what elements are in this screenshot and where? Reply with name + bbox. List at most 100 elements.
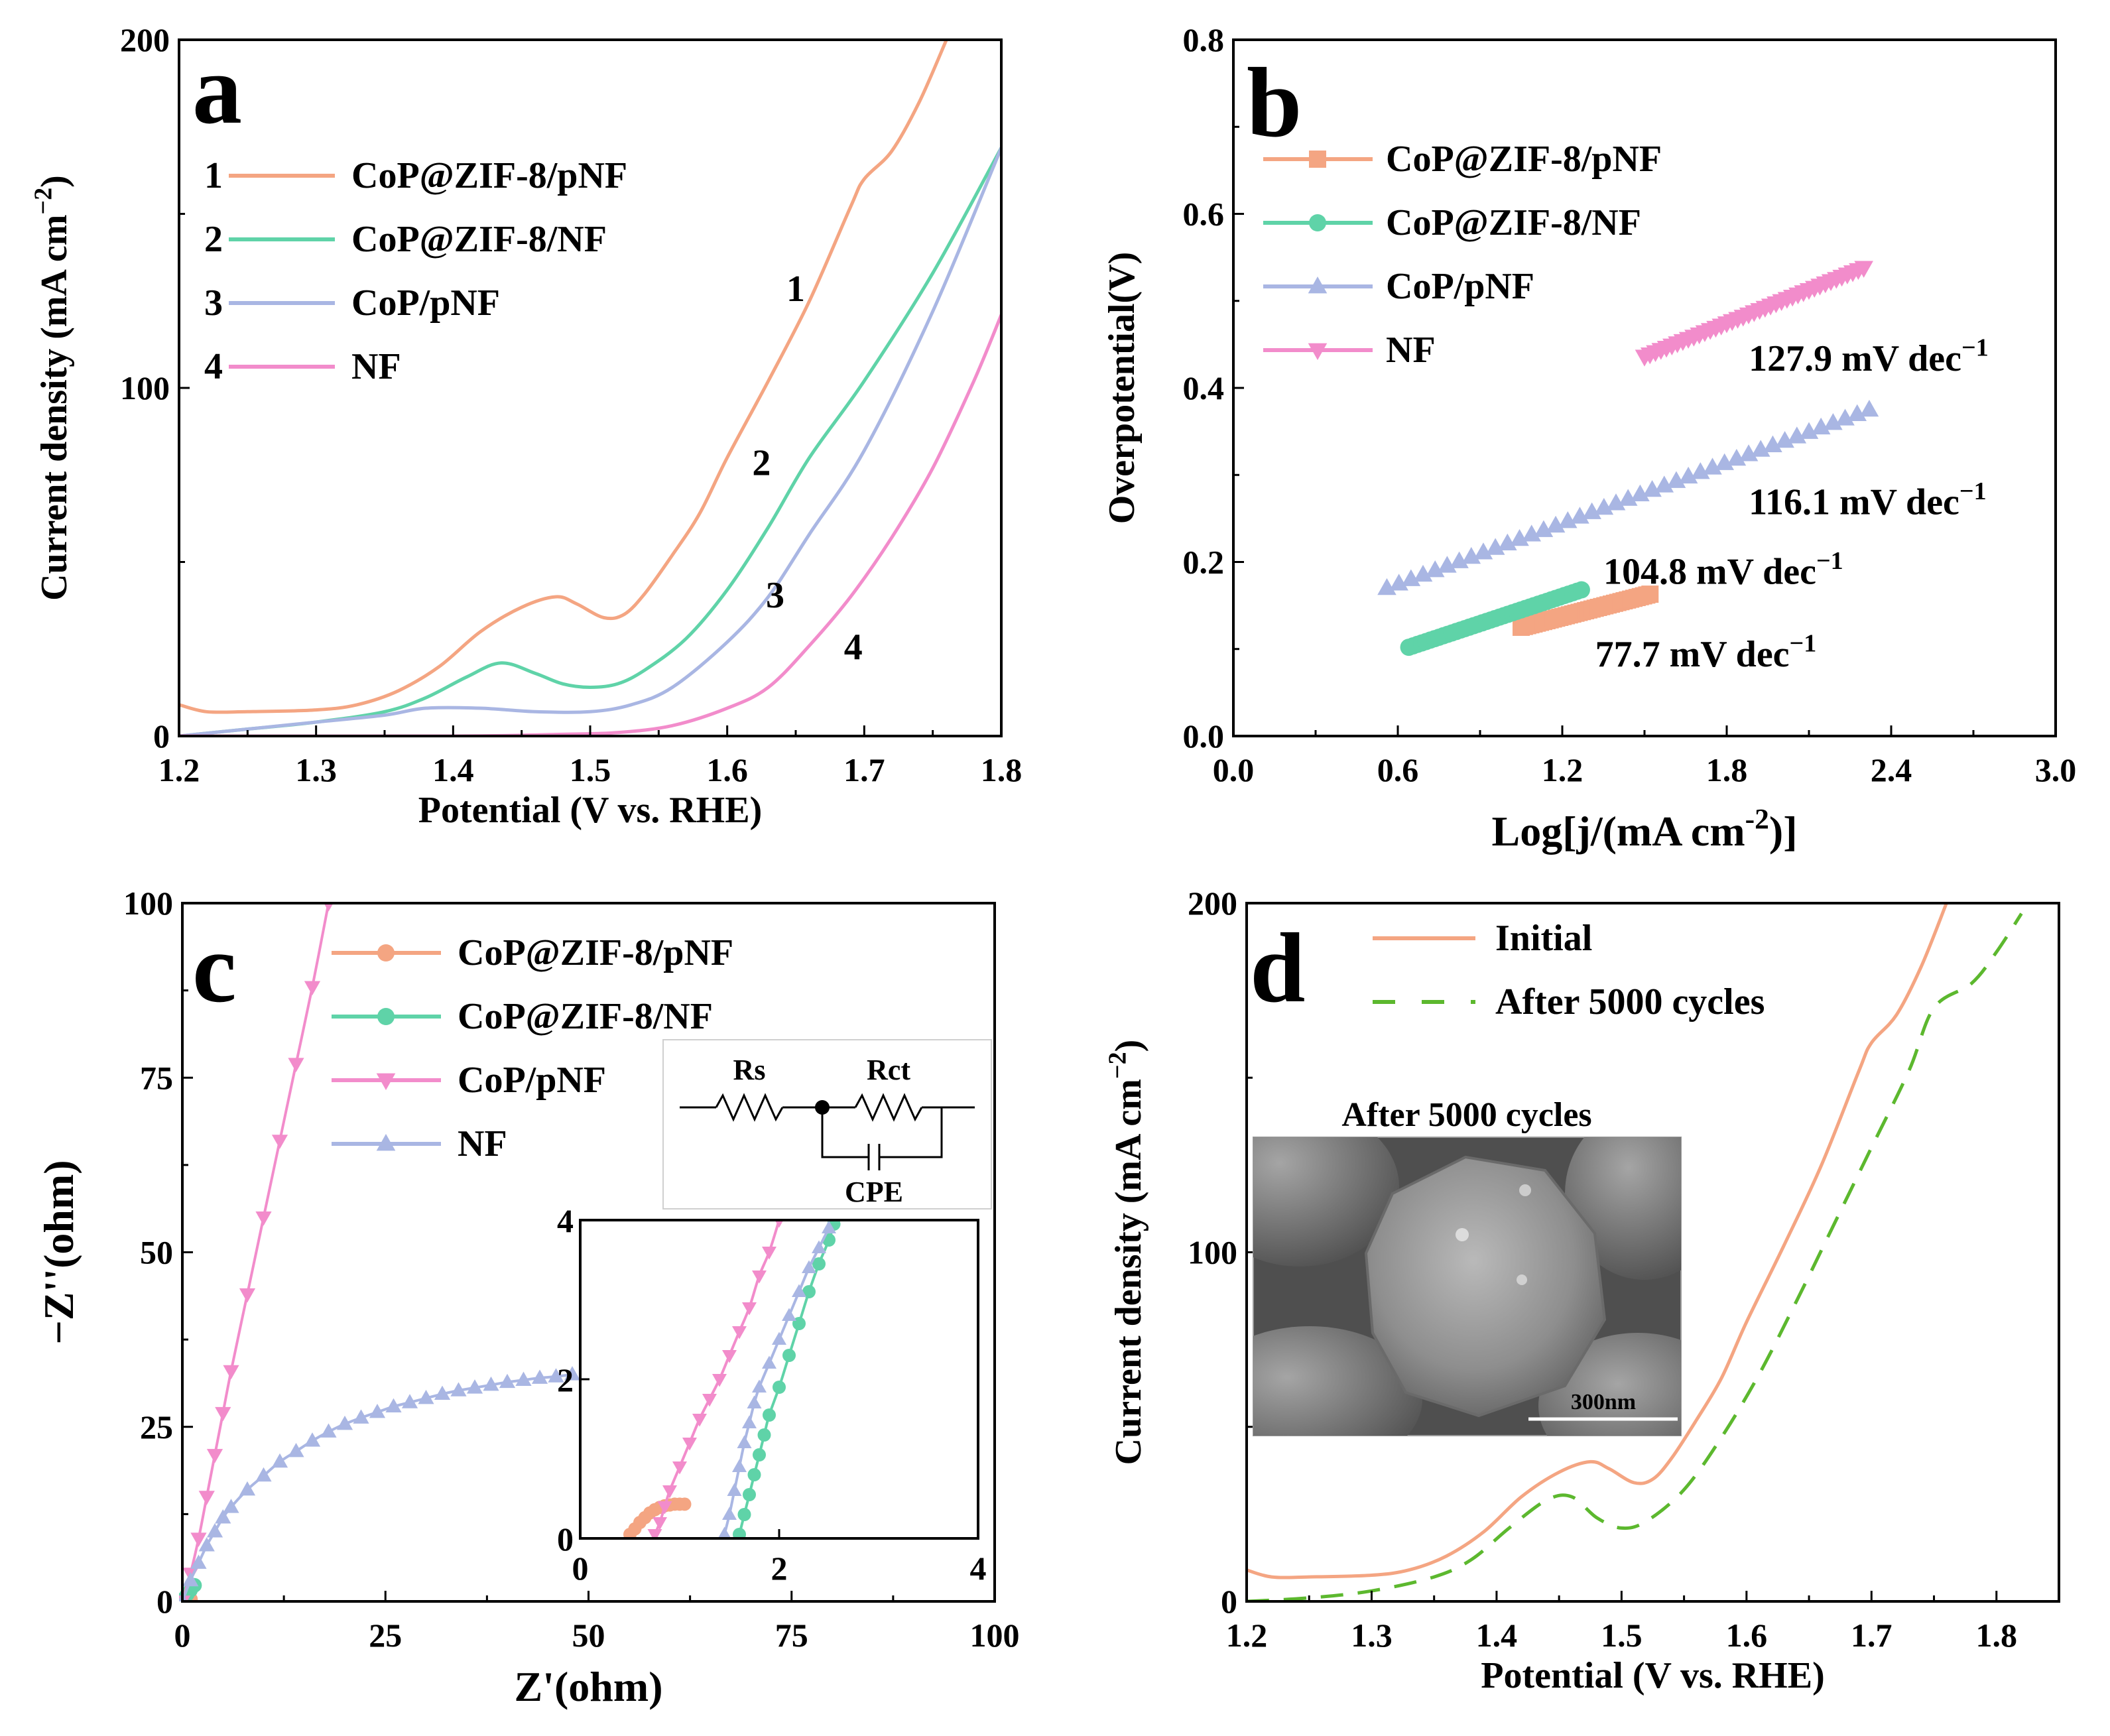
circuit-label-cpe: CPE — [845, 1176, 903, 1208]
panel-c-inset: 0 2 4 0 2 4 — [557, 1202, 987, 1587]
panel-c-point-nf — [223, 1499, 239, 1513]
panel-c-inset-point-cop-zif-8-nf — [812, 1257, 826, 1271]
panel-c-ylabel: −Z''(ohm) — [35, 1160, 82, 1344]
panel-a-legend-label: CoP/pNF — [351, 282, 500, 324]
panel-d-xtick-label: 1.8 — [1976, 1617, 2018, 1654]
panel-b-point-nf — [1854, 261, 1873, 278]
sem-particle — [1519, 1184, 1531, 1196]
panel-b-point-cop-pnf — [1401, 569, 1421, 586]
panel-c-xtick-label: 25 — [369, 1617, 402, 1654]
panel-c-point-cop-pnf — [304, 981, 321, 996]
panel-c-point-cop-pnf — [198, 1491, 215, 1505]
panel-c-series-line-cop-pnf — [181, 902, 330, 1601]
panel-c-xtick-label: 0 — [174, 1617, 191, 1654]
panel-d-ytick-label: 0 — [1221, 1583, 1237, 1620]
panel-c-inset-point-cop-zif-8-nf — [747, 1468, 761, 1481]
panel-b-point-cop-pnf — [1859, 399, 1879, 417]
panel-c-inset-background — [580, 1220, 978, 1538]
panel-b-point-cop-pnf — [1835, 408, 1855, 426]
panel-b-ytick-label: 0.4 — [1183, 369, 1225, 406]
panel-c-inset-point-cop-pnf — [647, 1529, 662, 1538]
panel-c-point-cop-pnf — [239, 1288, 256, 1303]
panel-c-inset-point-nf — [782, 1308, 796, 1321]
sem-scale-bar-label: 300nm — [1571, 1390, 1636, 1414]
sem-main-crystal — [1364, 1155, 1607, 1418]
panel-c-point-cop-pnf — [215, 1406, 231, 1422]
panel-b-slope-annotation: 104.8 mV dec−1 — [1603, 547, 1843, 592]
panel-a-label: a — [192, 34, 242, 145]
panel-c-inset-point-cop-zif-8-nf — [802, 1285, 816, 1298]
panel-c-inset-point-cop-zif-8-pnf — [678, 1497, 692, 1511]
panel-b-point-cop-pnf — [1413, 564, 1433, 582]
panel-b-label: b — [1247, 48, 1302, 158]
panel-b-point-cop-pnf — [1510, 528, 1529, 546]
panel-c-circuit-box — [662, 1039, 992, 1209]
panel-c-inset-point-nf — [737, 1435, 752, 1448]
panel-b-point-cop-pnf — [1643, 479, 1662, 497]
sem-particle — [1517, 1274, 1527, 1285]
panel-c: 0 25 50 75 100 0 25 50 75 100 Z'(ohm) −Z''(ohm) c CoP… — [35, 885, 1020, 1710]
panel-c-inset-point-nf — [812, 1240, 826, 1253]
panel-c-inset-point-cop-zif-8-nf — [782, 1349, 796, 1362]
panel-b-point-cop-pnf — [1618, 489, 1638, 506]
panel-c-inset-point-cop-zif-8-nf — [763, 1408, 776, 1422]
panel-c-point-cop-pnf — [271, 1135, 288, 1149]
panel-c-inset-xtick-label: 4 — [970, 1550, 987, 1587]
panel-b-xtick-label: 1.2 — [1542, 751, 1583, 788]
panel-c-inset-point-cop-pnf — [702, 1394, 717, 1407]
panel-c-inset-point-cop-pnf — [742, 1302, 757, 1316]
panel-b-point-cop-pnf — [1739, 444, 1759, 462]
panel-c-circuit-diagram: Rs Rct CPE — [662, 1039, 992, 1209]
panel-b-point-cop-pnf — [1425, 560, 1445, 578]
panel-b-ytick-label: 0.0 — [1183, 717, 1225, 755]
panel-b-point-cop-pnf — [1582, 502, 1601, 519]
panel-d-xtick-label: 1.3 — [1351, 1617, 1393, 1654]
panel-b-legend-label: CoP@ZIF-8/pNF — [1386, 139, 1662, 180]
panel-b-point-cop-pnf — [1678, 466, 1698, 484]
panel-c-inset-point-nf — [762, 1355, 776, 1369]
panel-c-inset-point-cop-pnf — [722, 1350, 737, 1363]
panel-d-legend-label: Initial — [1495, 918, 1592, 959]
panel-a-legend-label: NF — [351, 346, 401, 387]
panel-b-point-cop-pnf — [1498, 533, 1517, 551]
panel-c-point-cop-pnf — [206, 1449, 223, 1463]
panel-c-inset-point-cop-pnf — [682, 1438, 697, 1451]
panel-c-point-nf — [336, 1415, 353, 1430]
panel-c-point-cop-pnf — [288, 1058, 304, 1072]
panel-c-legend-marker-cop-zif-8-nf — [377, 1008, 395, 1025]
panel-c-label: c — [192, 913, 237, 1023]
panel-b-point-cop-pnf — [1450, 551, 1469, 568]
panel-d-xtick-label: 1.5 — [1601, 1617, 1643, 1654]
panel-a-xtick-label: 1.7 — [843, 751, 885, 788]
panel-a-curve-label: 2 — [752, 442, 771, 483]
panel-c-point-cop-pnf — [223, 1365, 239, 1380]
panel-c-inset-xtick-label: 2 — [771, 1550, 788, 1587]
panel-a-xtick-label: 1.5 — [570, 751, 611, 788]
panel-b-xtick-label: 3.0 — [2035, 751, 2077, 788]
panel-b-point-cop-pnf — [1461, 546, 1481, 564]
panel-b-legend-label: NF — [1386, 330, 1436, 371]
panel-a-legend-num: 1 — [204, 155, 223, 196]
panel-a-series-cop-pnf — [179, 147, 1001, 736]
panel-c-ytick-label: 75 — [140, 1059, 173, 1096]
panel-a-ylabel: Current density (mA cm−2) — [30, 175, 75, 601]
circuit-resistor-rct — [854, 1093, 923, 1122]
panel-c-series-line-nf — [181, 1373, 573, 1601]
panel-c-ytick-label: 100 — [123, 885, 173, 922]
panel-c-inset-point-cop-pnf — [652, 1517, 667, 1530]
panel-b-ytick-label: 0.2 — [1183, 544, 1225, 581]
sem-grain — [1253, 1137, 1399, 1267]
panel-b-point-cop-pnf — [1473, 542, 1493, 560]
panel-c-point-nf — [353, 1409, 369, 1424]
panel-d-ytick-label: 200 — [1188, 885, 1237, 922]
panel-b-point-cop-pnf — [1606, 493, 1626, 511]
panel-d-ytick-label: 100 — [1188, 1234, 1237, 1271]
panel-b-point-cop-pnf — [1558, 511, 1578, 528]
panel-c-point-nf — [531, 1369, 548, 1384]
panel-c-inset-point-nf — [822, 1220, 836, 1233]
sem-image — [1253, 1137, 1681, 1436]
panel-c-inset-point-cop-pnf — [662, 1485, 677, 1499]
panel-d-legend-label: After 5000 cycles — [1495, 981, 1765, 1023]
panel-b-slope-annotation: 127.9 mV dec−1 — [1749, 334, 1989, 379]
